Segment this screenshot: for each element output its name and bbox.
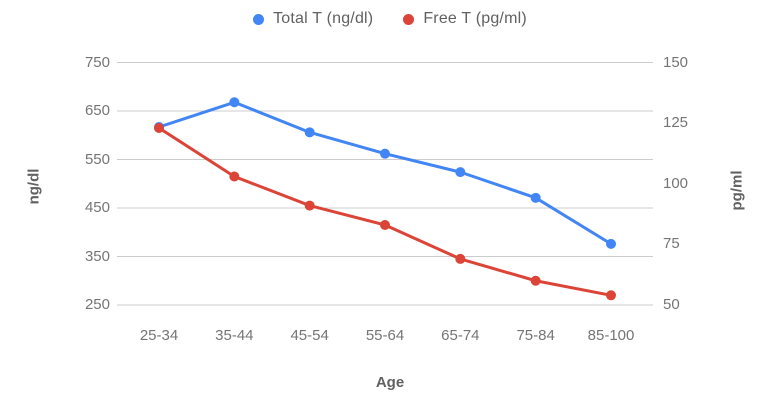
data-point-0[interactable] <box>455 167 466 178</box>
x-axis-tick-label: 55-64 <box>365 327 405 344</box>
x-axis-tick-label: 35-44 <box>215 327 254 344</box>
right-axis-tick-label: 75 <box>663 235 680 253</box>
right-axis-tick-label: 150 <box>663 53 689 71</box>
x-axis-title: Age <box>375 374 405 391</box>
x-axis-tick-label: 85-100 <box>587 327 635 344</box>
left-axis-tick-label: 450 <box>84 199 110 216</box>
x-axis-tick-label: 45-54 <box>290 327 329 344</box>
left-axis-tick-label: 350 <box>84 247 110 265</box>
data-point-1[interactable] <box>304 200 315 211</box>
data-point-1[interactable] <box>455 253 466 264</box>
right-axis-tick-label: 100 <box>663 174 689 192</box>
legend-label-free-t: Free T (pg/ml) <box>423 10 527 27</box>
data-point-1[interactable] <box>154 122 164 133</box>
right-axis-tick-label: 125 <box>663 114 689 132</box>
legend-item-free-t[interactable]: Free T (pg/ml) <box>403 10 527 28</box>
x-axis-tick-label: 65-74 <box>441 327 480 344</box>
data-point-0[interactable] <box>606 238 616 249</box>
left-axis-title: ng/dl <box>25 168 43 205</box>
left-axis-tick-label: 250 <box>84 296 110 313</box>
data-point-1[interactable] <box>229 171 240 182</box>
left-axis-tick-label: 550 <box>84 150 110 168</box>
right-axis-title: pg/ml <box>728 170 746 211</box>
legend-marker-total-t-icon <box>253 13 265 25</box>
data-point-0[interactable] <box>380 148 390 159</box>
legend-label-total-t: Total T (ng/dl) <box>273 10 374 27</box>
legend-item-total-t[interactable]: Total T (ng/dl) <box>253 10 373 28</box>
chart-legend: Total T (ng/dl) Free T (pg/ml) <box>0 6 780 32</box>
left-axis-tick-label: 650 <box>84 102 110 119</box>
data-point-0[interactable] <box>229 97 240 108</box>
right-axis-tick-label: 50 <box>663 296 680 313</box>
data-point-1[interactable] <box>606 290 616 301</box>
data-point-0[interactable] <box>304 127 315 138</box>
legend-marker-free-t-icon <box>403 13 415 25</box>
x-axis-tick-label: 75-84 <box>516 327 555 344</box>
data-point-0[interactable] <box>530 192 541 203</box>
data-point-1[interactable] <box>380 219 390 230</box>
left-axis-tick-label: 750 <box>84 53 110 71</box>
data-point-1[interactable] <box>530 275 541 286</box>
x-axis-tick-label: 25-34 <box>139 327 179 344</box>
